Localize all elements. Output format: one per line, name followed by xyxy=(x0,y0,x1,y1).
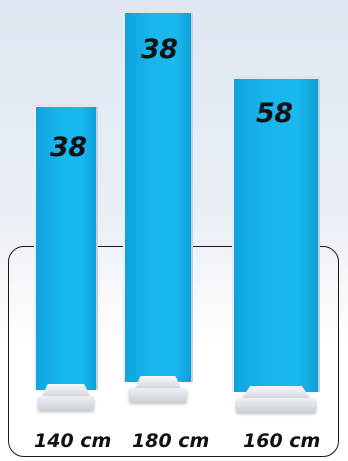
height-label-180: 180 cm xyxy=(132,430,210,452)
banner-foot-plate xyxy=(135,376,181,388)
banner-stand-160: 58 xyxy=(232,76,320,412)
banner-foot xyxy=(38,396,94,410)
banner-panel xyxy=(123,10,193,382)
banner-stand-180: 38 xyxy=(123,10,193,402)
banner-stand-140: 38 xyxy=(34,104,98,410)
banner-badge: 38 xyxy=(141,34,178,65)
banner-foot-plate xyxy=(42,384,90,396)
banner-badge: 38 xyxy=(50,132,87,163)
height-label-160: 160 cm xyxy=(243,430,321,452)
banner-foot xyxy=(236,398,316,412)
height-label-140: 140 cm xyxy=(34,430,112,452)
banner-foot-plate xyxy=(242,386,310,398)
banner-badge: 58 xyxy=(256,98,293,129)
banner-foot xyxy=(129,388,187,402)
banner-panel xyxy=(34,104,98,390)
banner-panel xyxy=(232,76,320,392)
